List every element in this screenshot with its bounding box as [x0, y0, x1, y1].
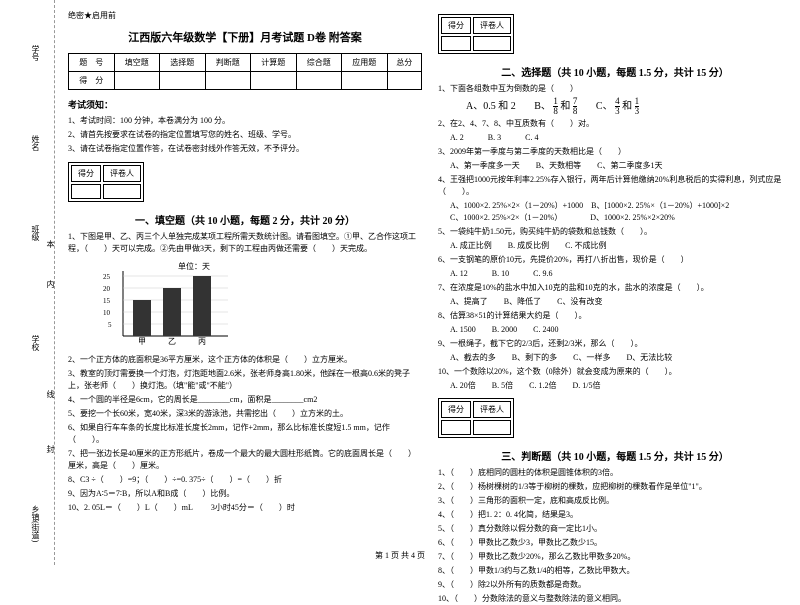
notice-1: 1、考试时间：100 分钟，本卷满分为 100 分。 [68, 115, 422, 126]
section2-title: 二、选择题（共 10 小题，每题 1.5 分，共计 15 分） [438, 64, 792, 79]
s1-q3: 3、教室的顶灯需要换一个灯泡，灯泡距地面2.6米，张老师身高1.80米，他踩在一… [68, 368, 422, 392]
s2-q7: 7、在浓度是10%的盐水中加入10克的盐和10克的水，盐水的浓度是（ ）。 [438, 282, 792, 294]
s2-q6: 6、一支钢笔的原价10元，先提价20%，再打八折出售，现价是（ ） [438, 254, 792, 266]
right-column: 得分评卷人 二、选择题（共 10 小题，每题 1.5 分，共计 15 分） 1、… [430, 0, 800, 565]
s2-q9o: A、截去的多 B、剩下的多 C、一样多 D、无法比较 [438, 352, 792, 364]
s2-q9: 9、一根绳子，截下它的2/3后，还剩2/3米，那么（ ）。 [438, 338, 792, 350]
s2-q4: 4、王强把1000元按年利率2.25%存入银行，两年后计算他缴纳20%利息税后的… [438, 174, 792, 198]
s3-q8: 8、（ ）甲数1/3约与乙数1/4的相等，乙数比甲数大。 [438, 565, 792, 577]
section-score-box-2: 得分评卷人 [438, 14, 514, 54]
s1-q7: 7、把一张边长是40厘米的正方形纸片，卷成一个最大的最大圆柱形纸筒。它的底面周长… [68, 448, 422, 472]
s2-q1-opts: A、0.5 和 2 B、 18 和 78 C、 43 和 13 [438, 97, 792, 116]
s3-q2: 2、（ ）杨树棵树的1/3等于柳树的棵数，应把柳树的棵数看作是单位"1"。 [438, 481, 792, 493]
s3-q3: 3、（ ）三角形的面积一定，底和高成反比例。 [438, 495, 792, 507]
bar-jia [133, 300, 151, 336]
s2-q8o: A. 1500 B. 2000 C. 2400 [438, 324, 792, 336]
sidebar-label-nei: 内 [45, 280, 56, 288]
s2-q10o: A. 20倍 B. 5倍 C. 1.2倍 D. 1/5倍 [438, 380, 792, 392]
notice-2: 2、请首先按要求在试卷的指定位置填写您的姓名、班级、学号。 [68, 129, 422, 140]
s2-q2o: A. 2 B. 3 C. 4 [438, 132, 792, 144]
left-column: 绝密★启用前 江西版六年级数学【下册】月考试题 D卷 附答案 题 号 填空题 选… [60, 0, 430, 565]
s2-q4o: A、1000×2. 25%×2×（1－20%）+1000 B、[1000×2. … [438, 200, 792, 224]
s3-q10: 10、（ ）分数除法的意义与整数除法的意义相同。 [438, 593, 792, 605]
s1-q8: 8、C3 ÷（ ）=9；（ ）÷=0. 375÷（ ）=（ ）折 [68, 474, 422, 486]
svg-text:25: 25 [103, 273, 111, 281]
secret-label: 绝密★启用前 [68, 10, 422, 21]
svg-text:丙: 丙 [198, 337, 206, 346]
bar-yi [163, 288, 181, 336]
st-h5: 综合题 [296, 54, 342, 72]
svg-text:甲: 甲 [138, 337, 146, 346]
st-h0: 题 号 [69, 54, 115, 72]
s1-q4: 4、一个圆的半径是6cm，它的周长是________cm，面积是________… [68, 394, 422, 406]
s2-q3: 3、2009年第一季度与第二季度的天数相比是（ ） [438, 146, 792, 158]
s2-q5o: A. 成正比例 B. 成反比例 C. 不成比例 [438, 240, 792, 252]
section-score-box-3: 得分评卷人 [438, 398, 514, 438]
sidebar-label-feng: 封 [45, 445, 56, 453]
sb1-c2: 评卷人 [103, 165, 141, 182]
st-h1: 填空题 [114, 54, 160, 72]
sidebar-mark: 本 [45, 240, 56, 248]
s2-q6o: A. 12 B. 10 C. 9.6 [438, 268, 792, 280]
s1-q6: 6、如果自行车车条的长度比标准长度长2mm，记作+2mm，那么比标准长度短1.5… [68, 422, 422, 446]
s3-q1: 1、（ ）底相同的圆柱的体积是圆锥体积的3倍。 [438, 467, 792, 479]
sidebar-label-xian: 线 [45, 390, 56, 398]
score-summary-table: 题 号 填空题 选择题 判断题 计算题 综合题 应用题 总分 得 分 [68, 53, 422, 90]
s2-q7o: A、提高了 B、降低了 C、没有改变 [438, 296, 792, 308]
svg-text:5: 5 [108, 321, 112, 329]
sb1-c1: 得分 [71, 165, 101, 182]
s2-q3o: A、第一季度多一天 B、天数相等 C、第二季度多1天 [438, 160, 792, 172]
st-row2: 得 分 [69, 72, 115, 90]
page-footer: 第 1 页 共 4 页 [0, 550, 800, 561]
st-h3: 判断题 [205, 54, 251, 72]
sidebar-label-banji: 班级 [30, 225, 41, 241]
bar-bing [193, 276, 211, 336]
notice-title: 考试须知： [68, 98, 422, 111]
s1-q10: 10、2. 05L＝（ ）L（ ）mL 3小时45分＝（ ）时 [68, 502, 422, 514]
sidebar-label-xiangzhen: 乡镇(街道) [30, 505, 41, 542]
svg-text:乙: 乙 [168, 337, 176, 346]
bar-chart: 单位：天 25 20 15 10 5 甲 乙 丙 [98, 261, 238, 346]
section3-title: 三、判断题（共 10 小题，每题 1.5 分，共计 15 分） [438, 448, 792, 463]
binding-sidebar: 学号 姓名 班级 本 内 学校 线 封 乡镇(街道) [0, 0, 55, 565]
s3-q9: 9、（ ）除2以外所有的质数都是奇数。 [438, 579, 792, 591]
st-h4: 计算题 [251, 54, 297, 72]
section1-title: 一、填空题（共 10 小题，每题 2 分，共计 20 分） [68, 212, 422, 227]
svg-text:20: 20 [103, 285, 111, 293]
sidebar-label-xingming: 姓名 [30, 135, 41, 151]
exam-title: 江西版六年级数学【下册】月考试题 D卷 附答案 [68, 29, 422, 45]
sidebar-label-xuehao: 学号 [30, 45, 41, 61]
section-score-box-1: 得分评卷人 [68, 162, 144, 202]
s2-q5: 5、一袋纯牛奶1.50元，购买纯牛奶的袋数和总钱数（ ）。 [438, 226, 792, 238]
st-h2: 选择题 [160, 54, 206, 72]
s2-q8: 8、估算38×51的计算结果大约是（ ）。 [438, 310, 792, 322]
s1-q1: 1、下图是甲、乙、丙三个人单独完成某项工程所需天数统计图。请看图填空。①甲、乙合… [68, 231, 422, 255]
st-h7: 总分 [387, 54, 422, 72]
s3-q4: 4、（ ）把1. 2：0. 4化简，结果是3。 [438, 509, 792, 521]
s1-q2: 2、一个正方体的底面积是36平方厘米，这个正方体的体积是（ ）立方厘米。 [68, 354, 422, 366]
page-content: 绝密★启用前 江西版六年级数学【下册】月考试题 D卷 附答案 题 号 填空题 选… [60, 0, 800, 565]
notice-3: 3、请在试卷指定位置作答，在试卷密封线外作答无效，不予评分。 [68, 143, 422, 154]
s3-q5: 5、（ ）真分数除以假分数的商一定比1小。 [438, 523, 792, 535]
chart-title: 单位：天 [178, 261, 210, 271]
s1-q5: 5、要挖一个长60米，宽40米，深3米的游泳池，共需挖出（ ）立方米的土。 [68, 408, 422, 420]
s2-q10: 10、一个数除以20%，这个数（0除外）就会变成为原来的（ ）。 [438, 366, 792, 378]
s3-q6: 6、（ ）甲数比乙数少3，甲数比乙数少15。 [438, 537, 792, 549]
st-h6: 应用题 [342, 54, 388, 72]
s2-q2: 2、在2、4、7、8、中互质数有（ ）对。 [438, 118, 792, 130]
svg-text:15: 15 [103, 297, 111, 305]
svg-text:10: 10 [103, 309, 111, 317]
s1-q9: 9、因为A∶5＝7∶B，所以A和B成（ ）比例。 [68, 488, 422, 500]
s2-q1: 1、下面各组数中互为倒数的是（ ） [438, 83, 792, 95]
sidebar-label-xuexiao: 学校 [30, 335, 41, 351]
